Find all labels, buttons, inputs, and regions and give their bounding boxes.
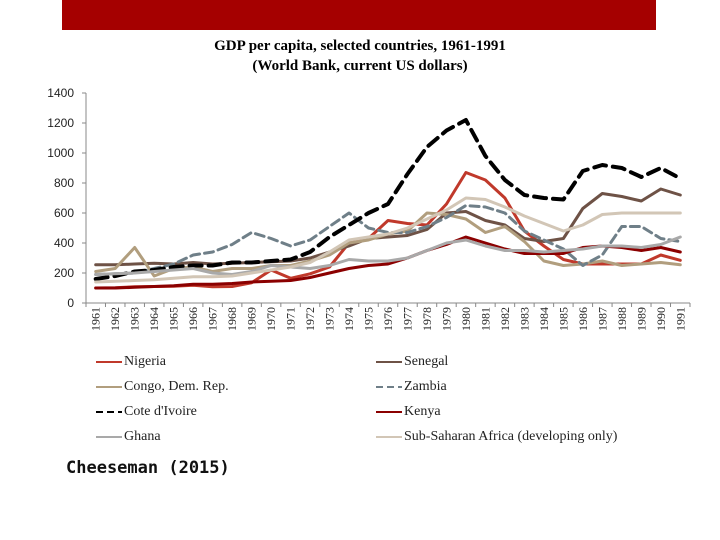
x-tick-label: 1983 xyxy=(517,307,531,331)
legend-swatch xyxy=(376,386,402,388)
x-tick-label: 1969 xyxy=(245,307,259,331)
legend-swatch xyxy=(96,411,122,413)
x-tick-label: 1982 xyxy=(498,307,512,331)
x-tick-label: 1987 xyxy=(595,307,609,331)
legend-item: Zambia xyxy=(376,377,447,397)
x-tick-label: 1977 xyxy=(400,307,414,331)
series-line-sub-saharan-africa-developing-only xyxy=(94,196,682,284)
legend-item: Nigeria xyxy=(96,352,166,372)
legend-label: Sub-Saharan Africa (developing only) xyxy=(404,429,618,444)
x-tick-label: 1961 xyxy=(89,307,103,331)
legend-item: Cote d'Ivoire xyxy=(96,402,197,422)
x-tick-label: 1981 xyxy=(478,307,492,331)
legend-swatch xyxy=(376,361,402,363)
x-tick-label: 1979 xyxy=(439,307,453,331)
x-tick-label: 1976 xyxy=(381,307,395,331)
x-tick-label: 1978 xyxy=(420,307,434,331)
x-tick-label: 1963 xyxy=(128,307,142,331)
series-line-senegal xyxy=(94,187,682,267)
y-tick-label: 0 xyxy=(67,296,74,310)
series-line-cote-d-ivoire xyxy=(93,118,683,281)
x-tick-label: 1975 xyxy=(362,307,376,331)
legend-swatch xyxy=(96,361,122,363)
y-tick-label: 200 xyxy=(54,266,74,280)
x-tick-label: 1985 xyxy=(556,307,570,331)
legend-swatch xyxy=(96,386,122,388)
legend-swatch xyxy=(376,411,402,413)
y-tick-label: 400 xyxy=(54,236,74,250)
legend-item: Senegal xyxy=(376,352,448,372)
y-tick-label: 1200 xyxy=(47,116,74,130)
citation: Cheeseman (2015) xyxy=(66,458,230,478)
x-tick-label: 1990 xyxy=(654,307,668,331)
chart-title: GDP per capita, selected countries, 1961… xyxy=(214,38,506,54)
x-tick-label: 1972 xyxy=(303,307,317,331)
y-tick-label: 1000 xyxy=(47,146,74,160)
x-tick-label: 1973 xyxy=(323,307,337,331)
x-tick-label: 1962 xyxy=(108,307,122,331)
legend-swatch xyxy=(96,436,122,438)
legend-item: Congo, Dem. Rep. xyxy=(96,377,229,397)
legend-swatch xyxy=(376,436,402,438)
legend-label: Nigeria xyxy=(124,354,166,369)
series-line-ghana xyxy=(94,235,682,276)
legend-label: Cote d'Ivoire xyxy=(124,404,197,419)
legend-label: Zambia xyxy=(404,379,447,394)
x-tick-label: 1986 xyxy=(576,307,590,331)
x-tick-label: 1971 xyxy=(284,307,298,331)
x-tick-label: 1991 xyxy=(673,307,687,331)
x-tick-label: 1966 xyxy=(186,307,200,331)
x-tick-label: 1974 xyxy=(342,307,356,331)
x-tick-label: 1988 xyxy=(615,307,629,331)
legend-label: Congo, Dem. Rep. xyxy=(124,379,229,394)
legend-label: Kenya xyxy=(404,404,441,419)
x-tick-label: 1980 xyxy=(459,307,473,331)
header-bar xyxy=(62,0,656,30)
x-tick-label: 1989 xyxy=(634,307,648,331)
legend-item: Ghana xyxy=(96,427,161,447)
x-tick-label: 1970 xyxy=(264,307,278,331)
x-tick-label: 1964 xyxy=(147,307,161,331)
legend-label: Senegal xyxy=(404,354,449,369)
x-tick-label: 1984 xyxy=(537,307,551,331)
legend-item: Sub-Saharan Africa (developing only) xyxy=(376,427,617,447)
x-tick-label: 1968 xyxy=(225,307,239,331)
x-tick-label: 1965 xyxy=(167,307,181,331)
chart-title-block: GDP per capita, selected countries, 1961… xyxy=(0,36,720,76)
y-tick-label: 600 xyxy=(54,206,74,220)
x-tick-label: 1967 xyxy=(206,307,220,331)
y-tick-label: 1400 xyxy=(47,86,74,100)
legend-item: Kenya xyxy=(376,402,441,422)
chart-subtitle: (World Bank, current US dollars) xyxy=(252,58,468,74)
legend-label: Ghana xyxy=(124,429,161,444)
y-tick-label: 800 xyxy=(54,176,74,190)
